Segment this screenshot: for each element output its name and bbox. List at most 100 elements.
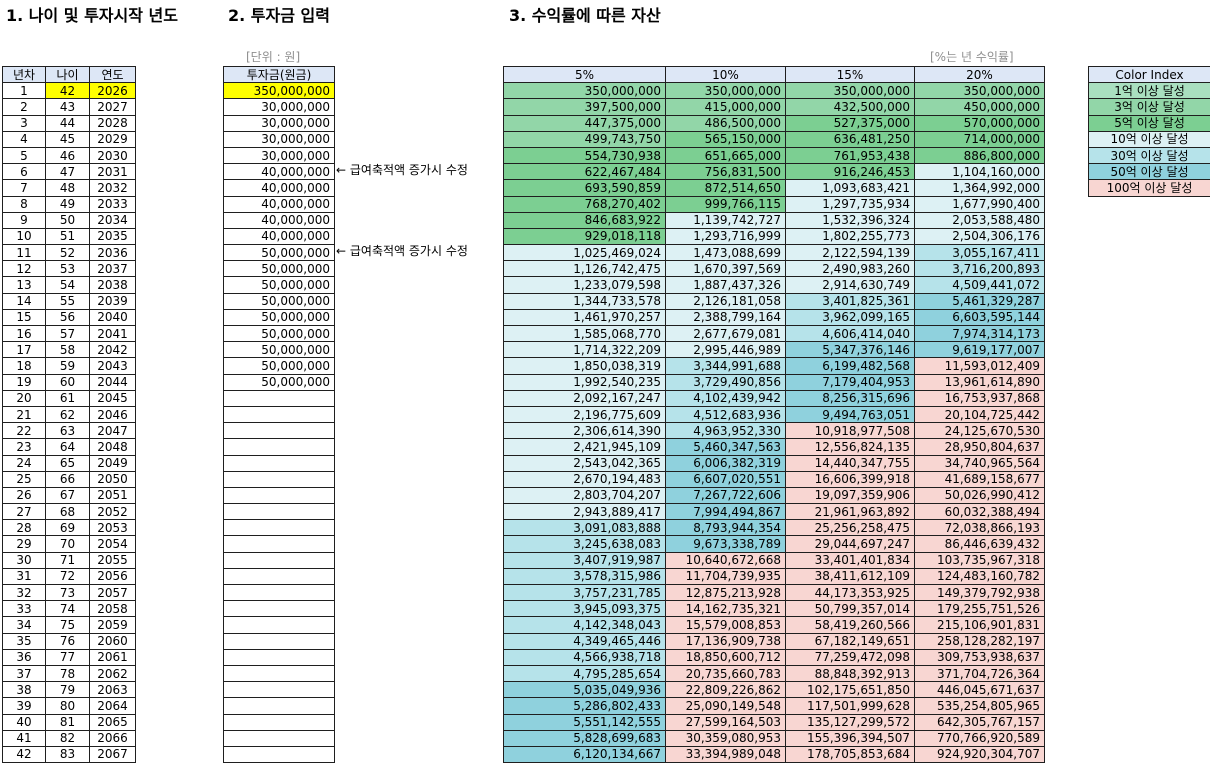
table-cell[interactable]: 2044 (90, 374, 136, 390)
table-cell[interactable]: 71 (46, 552, 90, 568)
table-cell[interactable]: 10 (3, 228, 46, 244)
table-cell[interactable]: 2029 (90, 131, 136, 147)
table-cell[interactable]: 62 (46, 406, 90, 422)
investment-cell[interactable] (224, 406, 335, 422)
table-cell[interactable]: 2037 (90, 261, 136, 277)
table-cell[interactable]: 48 (46, 180, 90, 196)
table-cell[interactable]: 72 (46, 568, 90, 584)
table-cell[interactable]: 2028 (90, 115, 136, 131)
table-cell[interactable]: 2036 (90, 245, 136, 261)
investment-cell[interactable] (224, 504, 335, 520)
investment-cell[interactable] (224, 714, 335, 730)
investment-cell[interactable] (224, 730, 335, 746)
investment-cell[interactable] (224, 536, 335, 552)
table-cell[interactable]: 36 (3, 649, 46, 665)
table-cell[interactable]: 23 (3, 439, 46, 455)
table-cell[interactable]: 2042 (90, 342, 136, 358)
table-cell[interactable]: 2034 (90, 212, 136, 228)
investment-cell[interactable] (224, 471, 335, 487)
table-cell[interactable]: 2045 (90, 390, 136, 406)
table-cell[interactable]: 74 (46, 601, 90, 617)
table-cell[interactable]: 66 (46, 471, 90, 487)
table-cell[interactable]: 39 (3, 698, 46, 714)
table-cell[interactable]: 1 (3, 83, 46, 99)
table-cell[interactable]: 2063 (90, 682, 136, 698)
table-cell[interactable]: 46 (46, 147, 90, 163)
table-cell[interactable]: 27 (3, 504, 46, 520)
investment-cell[interactable] (224, 746, 335, 762)
table-cell[interactable]: 50 (46, 212, 90, 228)
table-cell[interactable]: 76 (46, 633, 90, 649)
table-cell[interactable]: 2030 (90, 147, 136, 163)
table-cell[interactable]: 2058 (90, 601, 136, 617)
table-cell[interactable]: 58 (46, 342, 90, 358)
investment-cell[interactable]: 40,000,000 (224, 212, 335, 228)
table-cell[interactable]: 33 (3, 601, 46, 617)
table-cell[interactable]: 2050 (90, 471, 136, 487)
investment-cell[interactable] (224, 487, 335, 503)
table-cell[interactable]: 2039 (90, 293, 136, 309)
investment-cell[interactable]: 50,000,000 (224, 277, 335, 293)
table-cell[interactable]: 8 (3, 196, 46, 212)
investment-cell[interactable]: 30,000,000 (224, 115, 335, 131)
table-cell[interactable]: 81 (46, 714, 90, 730)
table-cell[interactable]: 40 (3, 714, 46, 730)
table-cell[interactable]: 2041 (90, 326, 136, 342)
table-cell[interactable]: 60 (46, 374, 90, 390)
investment-cell[interactable] (224, 665, 335, 681)
table-cell[interactable]: 2061 (90, 649, 136, 665)
table-cell[interactable]: 17 (3, 342, 46, 358)
investment-cell[interactable] (224, 568, 335, 584)
table-cell[interactable]: 2027 (90, 99, 136, 115)
table-cell[interactable]: 75 (46, 617, 90, 633)
table-cell[interactable]: 68 (46, 504, 90, 520)
table-cell[interactable]: 2032 (90, 180, 136, 196)
investment-cell[interactable]: 50,000,000 (224, 358, 335, 374)
table-cell[interactable]: 82 (46, 730, 90, 746)
investment-cell[interactable] (224, 617, 335, 633)
table-cell[interactable]: 73 (46, 585, 90, 601)
table-cell[interactable]: 2051 (90, 487, 136, 503)
table-cell[interactable]: 7 (3, 180, 46, 196)
table-cell[interactable]: 2067 (90, 746, 136, 762)
table-cell[interactable]: 12 (3, 261, 46, 277)
table-cell[interactable]: 2052 (90, 504, 136, 520)
investment-cell[interactable] (224, 649, 335, 665)
table-cell[interactable]: 2053 (90, 520, 136, 536)
investment-cell[interactable]: 50,000,000 (224, 293, 335, 309)
table-cell[interactable]: 2056 (90, 568, 136, 584)
table-cell[interactable]: 21 (3, 406, 46, 422)
investment-cell[interactable] (224, 698, 335, 714)
table-cell[interactable]: 52 (46, 245, 90, 261)
investment-cell[interactable] (224, 601, 335, 617)
table-cell[interactable]: 56 (46, 309, 90, 325)
table-cell[interactable]: 78 (46, 665, 90, 681)
table-cell[interactable]: 61 (46, 390, 90, 406)
investment-cell[interactable] (224, 682, 335, 698)
table-cell[interactable]: 45 (46, 131, 90, 147)
table-cell[interactable]: 31 (3, 568, 46, 584)
table-cell[interactable]: 59 (46, 358, 90, 374)
table-cell[interactable]: 44 (46, 115, 90, 131)
investment-cell[interactable] (224, 423, 335, 439)
table-cell[interactable]: 9 (3, 212, 46, 228)
investment-cell[interactable]: 40,000,000 (224, 164, 335, 180)
investment-cell[interactable]: 30,000,000 (224, 99, 335, 115)
table-cell[interactable]: 6 (3, 164, 46, 180)
table-cell[interactable]: 70 (46, 536, 90, 552)
table-cell[interactable]: 2049 (90, 455, 136, 471)
table-cell[interactable]: 2047 (90, 423, 136, 439)
table-cell[interactable]: 2066 (90, 730, 136, 746)
investment-cell[interactable]: 50,000,000 (224, 261, 335, 277)
table-cell[interactable]: 4 (3, 131, 46, 147)
table-cell[interactable]: 16 (3, 326, 46, 342)
table-cell[interactable]: 38 (3, 682, 46, 698)
investment-cell[interactable]: 50,000,000 (224, 342, 335, 358)
table-cell[interactable]: 2 (3, 99, 46, 115)
table-cell[interactable]: 80 (46, 698, 90, 714)
table-cell[interactable]: 25 (3, 471, 46, 487)
table-cell[interactable]: 47 (46, 164, 90, 180)
table-cell[interactable]: 64 (46, 439, 90, 455)
investment-cell[interactable]: 50,000,000 (224, 309, 335, 325)
investment-cell[interactable] (224, 439, 335, 455)
